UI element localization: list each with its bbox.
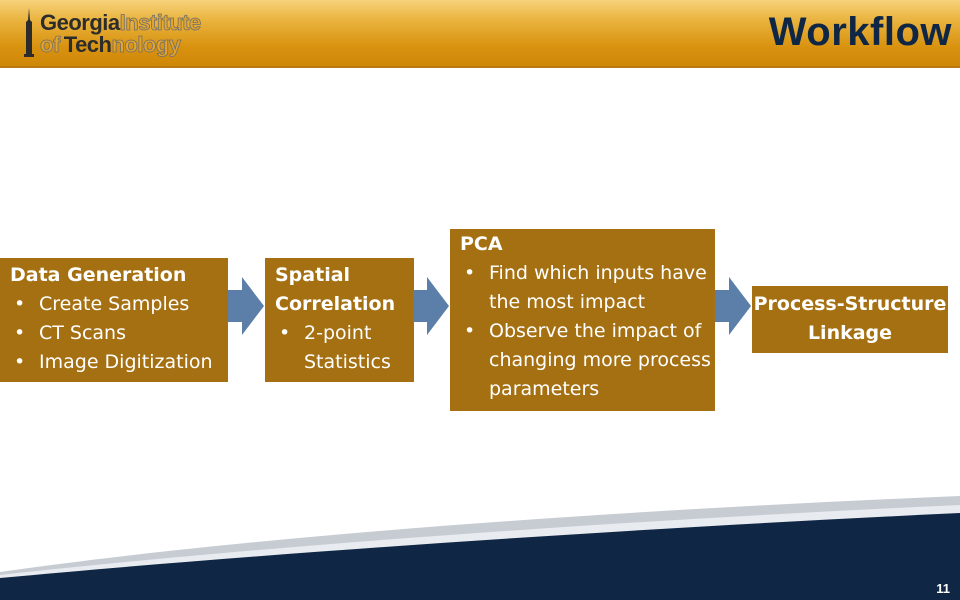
step-heading: Correlation (275, 293, 396, 315)
bullet-item: 2-point Statistics (275, 319, 414, 377)
bullet-item: CT Scans (10, 319, 228, 348)
georgia-tech-logo: GeorgiaInstitute of Technology (18, 4, 268, 62)
bullet-list: 2-point Statistics (275, 319, 414, 377)
slide-title: Workflow (768, 10, 952, 54)
bullet-item: Image Digitization (10, 348, 228, 377)
step-heading: Data Generation (10, 264, 187, 286)
step-label-line: Linkage (807, 322, 893, 344)
logo-line-1: GeorgiaInstitute (40, 10, 202, 35)
right-arrow-icon (413, 277, 449, 335)
step-label-line: Process-Structure (753, 293, 947, 315)
right-arrow-icon (715, 277, 751, 335)
page-number: 11 (936, 581, 950, 596)
bullet-item: Create Samples (10, 290, 228, 319)
bullet-item: Observe the impact of changing more proc… (460, 317, 715, 404)
step-pca: PCA Find which inputs have the most impa… (450, 229, 715, 411)
header-band: GeorgiaInstitute of Technology Workflow (0, 0, 960, 68)
tower-icon (24, 8, 34, 57)
step-data-generation: Data Generation Create Samples CT Scans … (0, 258, 228, 382)
bullet-list: Find which inputs have the most impact O… (460, 259, 715, 404)
bullet-item: Find which inputs have the most impact (460, 259, 715, 317)
step-heading: PCA (460, 233, 503, 255)
step-process-structure-linkage: Process-Structure Linkage (752, 286, 948, 353)
step-heading: Spatial (275, 264, 351, 286)
bullet-list: Create Samples CT Scans Image Digitizati… (10, 290, 228, 377)
step-spatial-correlation: Spatial Correlation 2-point Statistics (265, 258, 414, 382)
logo-line-2: of Technology (40, 32, 182, 57)
right-arrow-icon (228, 277, 264, 335)
